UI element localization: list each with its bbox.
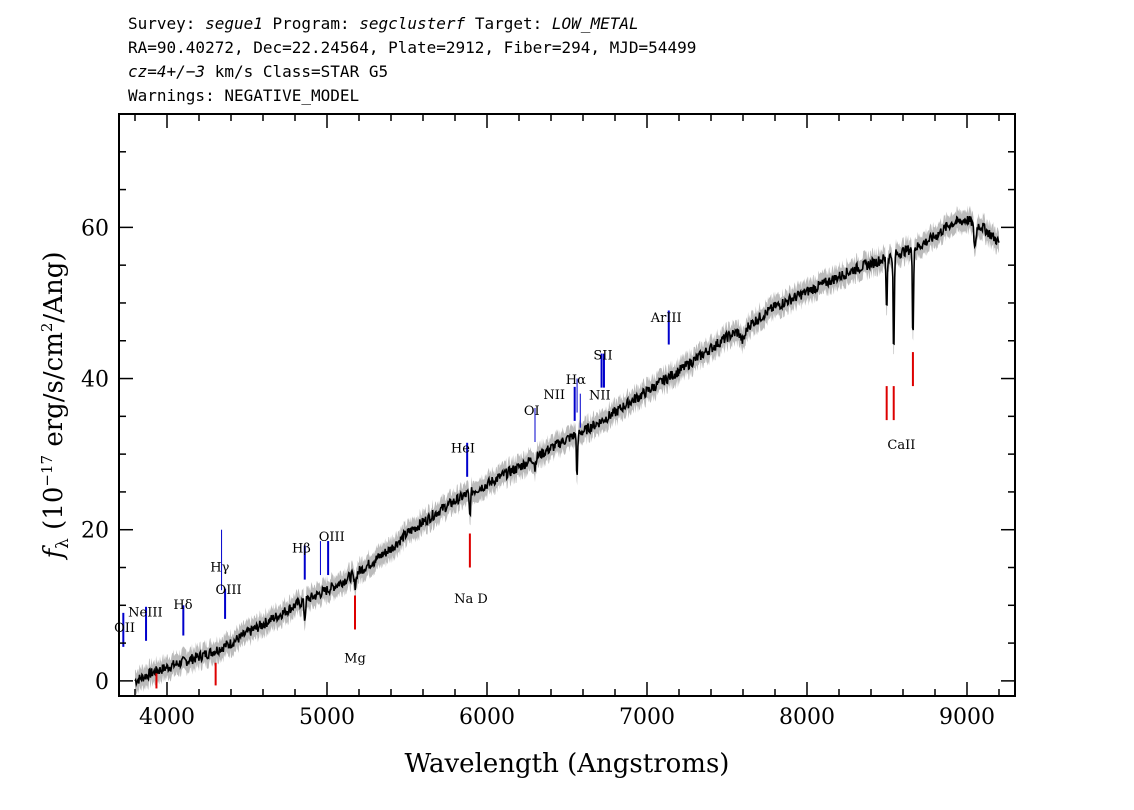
line-label-oiii: OIII bbox=[216, 583, 242, 598]
line-label-h: Hα bbox=[566, 373, 586, 388]
flux-line bbox=[134, 215, 1000, 688]
line-label-nii: NII bbox=[589, 389, 611, 404]
line-label-h: Hβ bbox=[292, 541, 311, 556]
y-axis-title-text: fλ (10−17 erg/s/cm2/Ang) bbox=[38, 252, 73, 561]
flux-series bbox=[134, 215, 1000, 688]
x-tick-label: 5000 bbox=[299, 705, 355, 730]
line-label-oi: OI bbox=[524, 404, 540, 419]
line-label-nad: Na D bbox=[454, 592, 488, 607]
survey-value: segue1 bbox=[205, 14, 263, 33]
x-tick-label: 6000 bbox=[459, 705, 515, 730]
y-tick-label: 40 bbox=[81, 368, 109, 393]
line-label-h: Hδ bbox=[173, 598, 192, 613]
header-line-4: Warnings: NEGATIVE_MODEL bbox=[128, 86, 360, 105]
target-value: LOW_METAL bbox=[551, 14, 639, 33]
header-line-2: RA=90.40272, Dec=22.24564, Plate=2912, F… bbox=[128, 38, 697, 57]
program-value: segclusterf bbox=[359, 14, 466, 33]
spectral-line-labels: OIINeIIIHδHγOIIIHβOIIIHeIOINIIHαNIISIIAr… bbox=[114, 311, 915, 667]
plot-frame bbox=[118, 113, 1016, 697]
header-line-1: Survey: segue1 Program: segclusterf Targ… bbox=[128, 14, 639, 33]
line-label-hei: HeI bbox=[451, 442, 475, 457]
x-tick-label: 4000 bbox=[139, 705, 195, 730]
line-label-oii: OII bbox=[114, 621, 135, 636]
x-tick-label: 9000 bbox=[939, 705, 995, 730]
line-label-ariii: ArIII bbox=[650, 311, 682, 326]
y-tick-label: 60 bbox=[81, 216, 109, 241]
spectral-line-markers bbox=[122, 310, 914, 689]
line-label-mg: Mg bbox=[344, 652, 366, 667]
y-tick-label: 20 bbox=[81, 519, 109, 544]
x-axis-title: Wavelength (Angstroms) bbox=[405, 749, 730, 779]
x-tick-label: 8000 bbox=[779, 705, 835, 730]
line-label-h: Hγ bbox=[210, 560, 229, 575]
y-tick-label: 0 bbox=[95, 670, 109, 695]
axes: 4000 5000 6000 7000 8000 9000 0 20 40 60 bbox=[81, 113, 1016, 730]
y-axis-title: fλ (10−17 erg/s/cm2/Ang) bbox=[38, 252, 73, 561]
line-label-oiii: OIII bbox=[319, 530, 345, 545]
line-label-caii: CaII bbox=[887, 438, 915, 453]
line-label-sii: SII bbox=[593, 349, 612, 364]
line-label-neiii: NeIII bbox=[128, 606, 162, 621]
header-line-3: cz=4+/−3 km/s Class=STAR G5 bbox=[128, 62, 389, 81]
x-tick-label: 7000 bbox=[619, 705, 675, 730]
line-label-nii: NII bbox=[543, 388, 565, 403]
cz-value: cz=4+/−3 bbox=[128, 62, 206, 81]
